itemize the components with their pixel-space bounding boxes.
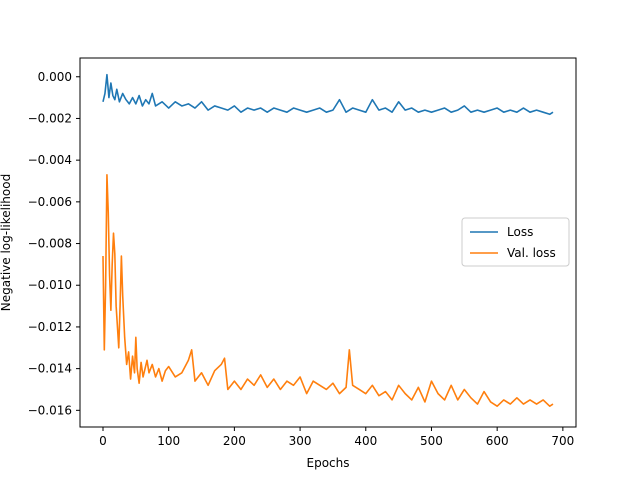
legend: Loss Val. loss [461, 217, 570, 267]
legend-label-2: Val. loss [507, 246, 556, 260]
y-tick-label: −0.006 [28, 195, 72, 209]
series-line-2 [102, 173, 554, 407]
x-axis-label: Epochs [307, 456, 350, 470]
legend-box [461, 217, 570, 267]
x-tick-label: 200 [223, 434, 246, 448]
y-tick-label: 0.000 [38, 70, 72, 84]
y-tick-label: −0.010 [28, 278, 72, 292]
x-tick-label: 300 [289, 434, 312, 448]
x-tick-label: 500 [420, 434, 443, 448]
series-layer [102, 73, 554, 407]
y-tick-label: −0.014 [28, 362, 72, 376]
x-tick-label: 400 [354, 434, 377, 448]
y-axis: 0.000 −0.002 −0.004 −0.006 −0.008 −0.010 −0.01… [28, 70, 80, 417]
x-tick-label: 0 [99, 434, 107, 448]
y-tick-label: −0.012 [28, 320, 72, 334]
legend-label-1: Loss [507, 225, 533, 239]
series-line-1 [102, 73, 554, 116]
x-tick-label: 100 [157, 434, 180, 448]
x-axis: 0 100 200 300 400 500 600 700 [99, 427, 574, 448]
y-tick-label: −0.016 [28, 403, 72, 417]
x-tick-label: 700 [551, 434, 574, 448]
x-tick-label: 600 [486, 434, 509, 448]
plot-frame [79, 57, 577, 428]
y-axis-label: Negative log-likelihood [0, 174, 13, 311]
y-tick-label: −0.004 [28, 153, 72, 167]
y-tick-label: −0.002 [28, 111, 72, 125]
y-tick-label: −0.008 [28, 237, 72, 251]
